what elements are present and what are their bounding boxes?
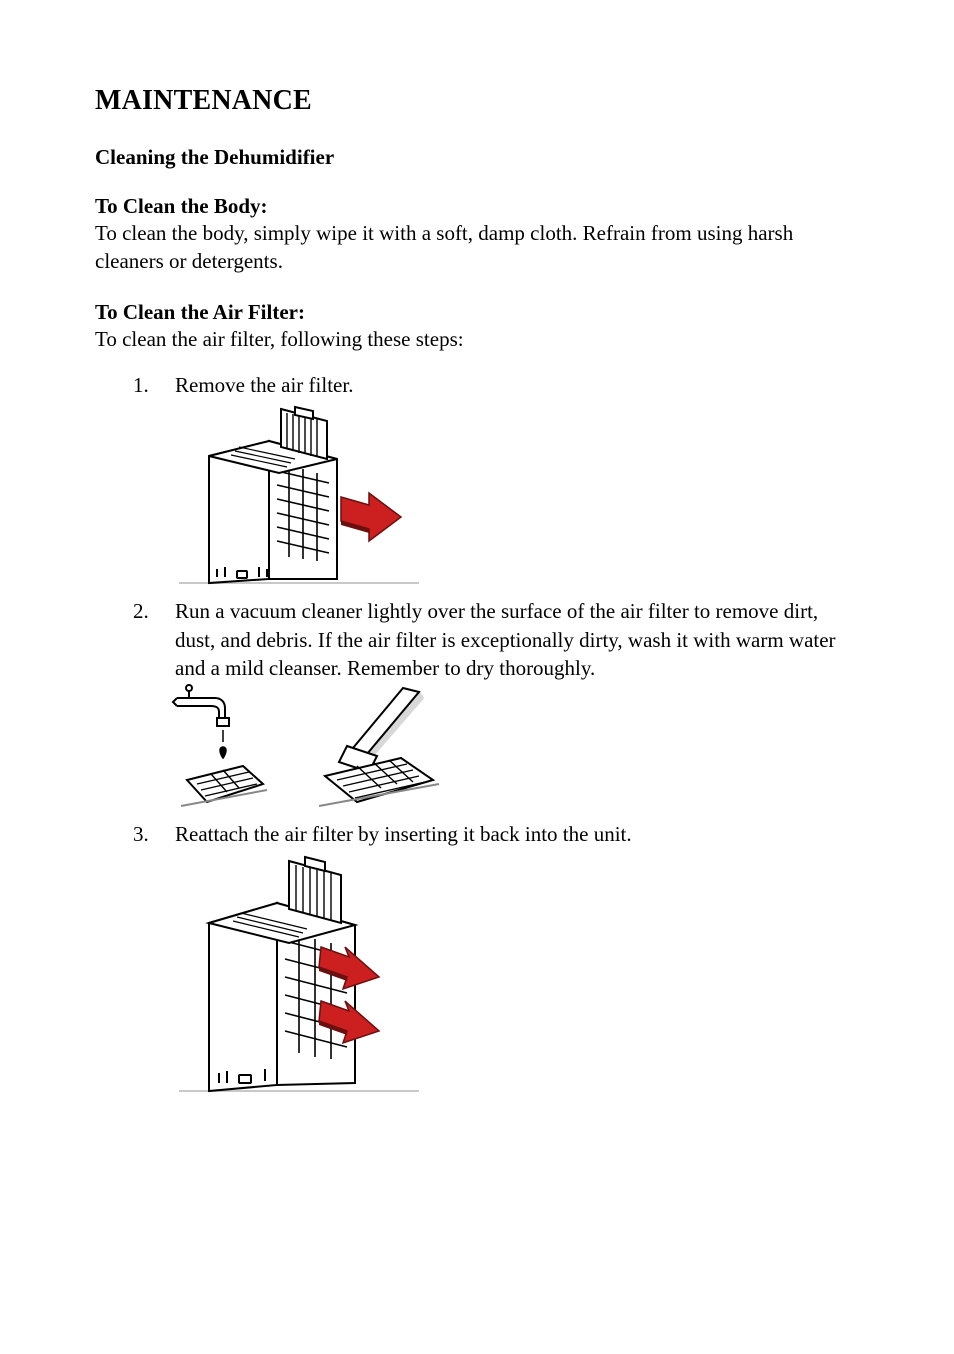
- filter-steps-list: Remove the air filter.: [95, 371, 859, 1101]
- figure-wash-vacuum: [175, 684, 859, 814]
- cleaning-subtitle: Cleaning the Dehumidifier: [95, 145, 859, 170]
- step-1-text: Remove the air filter.: [175, 373, 353, 397]
- list-item: Reattach the air filter by inserting it …: [175, 820, 859, 1100]
- clean-body-text: To clean the body, simply wipe it with a…: [95, 219, 859, 276]
- clean-body-heading: To Clean the Body:: [95, 194, 859, 219]
- step-3-text: Reattach the air filter by inserting it …: [175, 822, 632, 846]
- list-item: Remove the air filter.: [175, 371, 859, 591]
- figure-remove-filter: [175, 401, 859, 591]
- document-page: MAINTENANCE Cleaning the Dehumidifier To…: [0, 0, 954, 1169]
- figure-reattach-filter: [175, 851, 859, 1101]
- clean-filter-heading: To Clean the Air Filter:: [95, 300, 859, 325]
- clean-filter-intro: To clean the air filter, following these…: [95, 325, 859, 353]
- step-2-text: Run a vacuum cleaner lightly over the su…: [175, 599, 836, 680]
- arrow-out-icon: [341, 493, 401, 541]
- reattach-filter-illustration: [169, 851, 429, 1101]
- clean-filter-block: To Clean the Air Filter: To clean the ai…: [95, 300, 859, 1101]
- vacuum-filter-illustration: [307, 684, 447, 814]
- page-title: MAINTENANCE: [95, 85, 859, 117]
- clean-body-block: To Clean the Body: To clean the body, si…: [95, 194, 859, 276]
- remove-filter-illustration: [169, 401, 429, 591]
- wash-filter-illustration: [171, 684, 271, 814]
- list-item: Run a vacuum cleaner lightly over the su…: [175, 597, 859, 814]
